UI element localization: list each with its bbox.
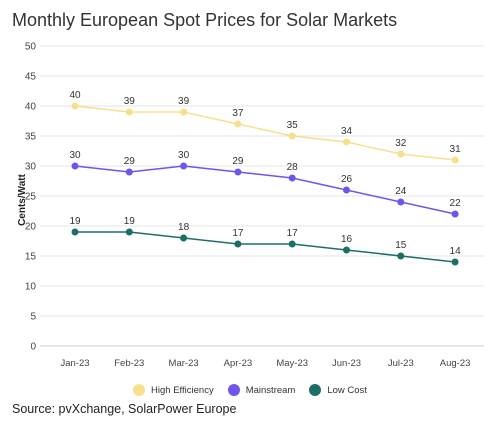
data-label-low-cost-jul-23: 15	[395, 240, 407, 251]
point-low-cost-aug-23[interactable]	[451, 258, 459, 266]
legend: High Efficiency Mainstream Low Cost	[0, 384, 500, 396]
x-tick-jun-23: Jun-23	[332, 358, 361, 369]
point-mainstream-apr-23[interactable]	[234, 168, 242, 176]
point-low-cost-jan-23[interactable]	[71, 228, 79, 236]
data-label-low-cost-jun-23: 16	[341, 234, 353, 245]
point-mainstream-jan-23[interactable]	[71, 162, 79, 170]
data-label-mainstream-apr-23: 29	[232, 156, 244, 167]
x-tick-may-23: May-23	[276, 358, 308, 369]
x-tick-apr-23: Apr-23	[224, 358, 253, 369]
data-label-high-efficiency-jun-23: 34	[341, 126, 353, 137]
legend-label-high-efficiency: High Efficiency	[151, 384, 214, 396]
x-tick-aug-23: Aug-23	[440, 358, 471, 369]
y-tick-0: 0	[30, 342, 36, 353]
legend-swatch-mainstream	[227, 384, 240, 396]
y-tick-45: 45	[25, 72, 37, 83]
point-mainstream-jun-23[interactable]	[343, 186, 350, 194]
data-label-low-cost-may-23: 17	[287, 228, 299, 239]
legend-label-low-cost: Low Cost	[327, 384, 367, 396]
data-label-low-cost-jan-23: 19	[69, 216, 81, 227]
point-high-efficiency-may-23[interactable]	[288, 132, 296, 140]
y-tick-10: 10	[25, 282, 37, 293]
data-label-low-cost-apr-23: 17	[232, 228, 244, 239]
x-tick-jul-23: Jul-23	[388, 358, 414, 369]
data-label-low-cost-aug-23: 14	[450, 246, 462, 257]
point-low-cost-apr-23[interactable]	[234, 240, 242, 248]
data-label-high-efficiency-jul-23: 32	[395, 138, 407, 149]
y-tick-25: 25	[25, 192, 37, 203]
point-mainstream-jul-23[interactable]	[397, 198, 405, 206]
series-line-low-cost	[75, 231, 456, 263]
y-axis-label: Cents/Watt	[17, 173, 28, 226]
data-label-high-efficiency-mar-23: 39	[178, 96, 190, 107]
grid-lines	[40, 45, 484, 347]
series-points	[71, 102, 459, 266]
y-tick-30: 30	[25, 162, 37, 173]
point-high-efficiency-mar-23[interactable]	[180, 108, 188, 116]
point-mainstream-mar-23[interactable]	[180, 162, 188, 170]
y-tick-35: 35	[25, 132, 37, 143]
data-label-low-cost-feb-23: 19	[124, 216, 136, 227]
data-label-mainstream-jun-23: 26	[341, 174, 353, 185]
point-low-cost-feb-23[interactable]	[125, 228, 133, 236]
legend-label-mainstream: Mainstream	[245, 384, 296, 396]
point-high-efficiency-jan-23[interactable]	[71, 102, 79, 110]
y-tick-40: 40	[25, 102, 37, 113]
data-label-high-efficiency-aug-23: 31	[450, 144, 462, 155]
point-mainstream-may-23[interactable]	[288, 174, 296, 182]
x-tick-jan-23: Jan-23	[60, 358, 89, 369]
point-low-cost-may-23[interactable]	[288, 240, 296, 248]
point-mainstream-aug-23[interactable]	[451, 210, 459, 218]
series-line-high-efficiency	[74, 105, 456, 161]
legend-swatch-high-efficiency	[133, 384, 146, 396]
data-labels: 40 39 39 37 35 34 32 31 30 29 30 29 28 26 24 22 19 19 18 17…	[69, 90, 461, 257]
data-label-high-efficiency-apr-23: 37	[232, 108, 244, 119]
data-label-high-efficiency-jan-23: 40	[69, 90, 81, 101]
data-label-mainstream-jul-23: 24	[395, 186, 407, 197]
x-tick-labels: Jan-23 Feb-23 Mar-23 Apr-23 May-23 Jun-23 Jul-…	[60, 358, 470, 369]
data-label-mainstream-aug-23: 22	[450, 198, 462, 209]
series-line-mainstream	[74, 165, 456, 215]
legend-item-low-cost[interactable]: Low Cost	[309, 384, 367, 396]
legend-item-mainstream[interactable]: Mainstream	[227, 384, 296, 396]
data-label-low-cost-mar-23: 18	[178, 222, 190, 233]
legend-swatch-low-cost	[309, 384, 322, 396]
point-low-cost-mar-23[interactable]	[180, 234, 188, 242]
data-label-mainstream-may-23: 28	[287, 162, 299, 173]
data-label-mainstream-feb-23: 29	[124, 156, 136, 167]
y-tick-labels: 0 5 10 15 20 25 30 35 40 45 50	[25, 42, 37, 353]
point-high-efficiency-jun-23[interactable]	[343, 138, 350, 146]
point-low-cost-jun-23[interactable]	[343, 246, 350, 254]
point-high-efficiency-jul-23[interactable]	[397, 150, 405, 158]
y-tick-50: 50	[25, 42, 37, 53]
y-tick-5: 5	[30, 312, 36, 323]
chart-title: Monthly European Spot Prices for Solar M…	[12, 10, 398, 30]
data-label-high-efficiency-may-23: 35	[287, 120, 299, 131]
data-label-mainstream-mar-23: 30	[178, 150, 190, 161]
series-lines	[74, 105, 456, 263]
y-tick-15: 15	[25, 252, 37, 263]
y-tick-20: 20	[25, 222, 37, 233]
point-low-cost-jul-23[interactable]	[397, 252, 405, 260]
data-label-mainstream-jan-23: 30	[69, 150, 81, 161]
x-tick-mar-23: Mar-23	[169, 358, 199, 369]
point-high-efficiency-apr-23[interactable]	[234, 120, 242, 128]
point-mainstream-feb-23[interactable]	[125, 168, 133, 176]
point-high-efficiency-feb-23[interactable]	[125, 108, 133, 116]
legend-item-high-efficiency[interactable]: High Efficiency	[133, 384, 214, 396]
data-label-high-efficiency-feb-23: 39	[124, 96, 136, 107]
source-note: Source: pvXchange, SolarPower Europe	[12, 402, 237, 416]
point-high-efficiency-aug-23[interactable]	[451, 156, 459, 164]
x-tick-feb-23: Feb-23	[114, 358, 144, 369]
